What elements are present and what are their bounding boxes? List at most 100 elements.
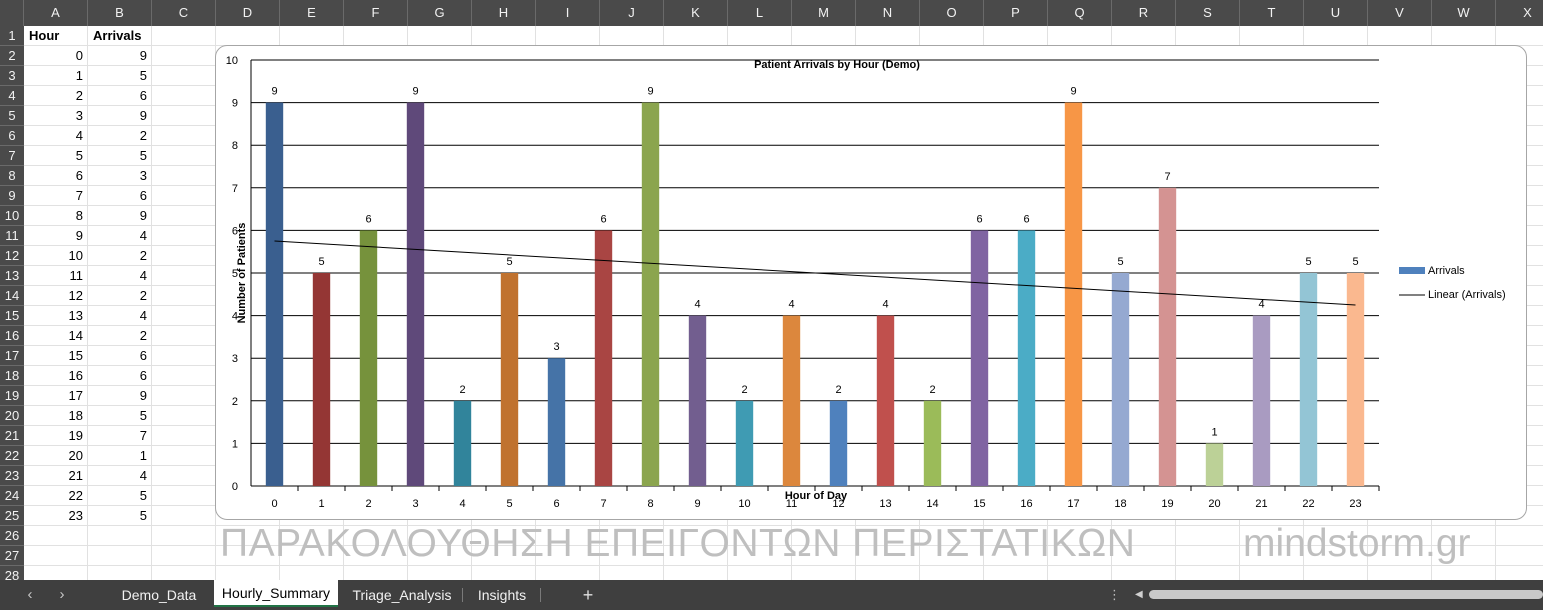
cell-arrivals[interactable]: 5 bbox=[139, 408, 147, 423]
scroll-thumb[interactable] bbox=[1149, 590, 1543, 599]
column-header-w[interactable]: W bbox=[1432, 0, 1496, 26]
cell-arrivals[interactable]: 9 bbox=[139, 48, 147, 63]
cell-arrivals[interactable]: 4 bbox=[139, 268, 147, 283]
row-header-20[interactable]: 20 bbox=[0, 406, 24, 426]
column-header-n[interactable]: N bbox=[856, 0, 920, 26]
row-header-1[interactable]: 1 bbox=[0, 26, 24, 46]
cell-arrivals[interactable]: 9 bbox=[139, 108, 147, 123]
row-header-22[interactable]: 22 bbox=[0, 446, 24, 466]
cell-arrivals[interactable]: 9 bbox=[139, 388, 147, 403]
column-header-i[interactable]: I bbox=[536, 0, 600, 26]
cell-hour[interactable]: 15 bbox=[68, 348, 83, 363]
cell-arrivals[interactable]: 6 bbox=[139, 188, 147, 203]
column-header-h[interactable]: H bbox=[472, 0, 536, 26]
cell-hour[interactable]: 8 bbox=[75, 208, 83, 223]
cell-arrivals[interactable]: 6 bbox=[139, 348, 147, 363]
scroll-left-arrow-icon[interactable]: ◀ bbox=[1135, 589, 1143, 600]
cell-hour[interactable]: 9 bbox=[75, 228, 83, 243]
column-header-x[interactable]: X bbox=[1496, 0, 1543, 26]
column-header-k[interactable]: K bbox=[664, 0, 728, 26]
cell-hour[interactable]: 19 bbox=[68, 428, 83, 443]
cell-arrivals[interactable]: 7 bbox=[139, 428, 147, 443]
cell-hour[interactable]: 17 bbox=[68, 388, 83, 403]
row-header-3[interactable]: 3 bbox=[0, 66, 24, 86]
cell-hour[interactable]: 6 bbox=[75, 168, 83, 183]
row-header-11[interactable]: 11 bbox=[0, 226, 24, 246]
bar-chart[interactable]: 0 1 2 3 4 5 6 7 8 9 10 9 0 5 1 6 2 9 3 2 4 5 5 3 6 6 7 9 8 4 9 2 10 4 11 2 1… bbox=[215, 45, 1527, 520]
row-header-13[interactable]: 13 bbox=[0, 266, 24, 286]
column-header-b[interactable]: B bbox=[88, 0, 152, 26]
cell-hour[interactable]: 21 bbox=[68, 468, 83, 483]
select-all-corner[interactable] bbox=[0, 0, 24, 26]
more-options-icon[interactable]: ⋮ bbox=[1108, 587, 1121, 602]
column-header-g[interactable]: G bbox=[408, 0, 472, 26]
row-header-24[interactable]: 24 bbox=[0, 486, 24, 506]
cell-b1-arrivals-header[interactable]: Arrivals bbox=[93, 28, 142, 43]
cell-hour[interactable]: 20 bbox=[68, 448, 83, 463]
row-header-17[interactable]: 17 bbox=[0, 346, 24, 366]
cell-hour[interactable]: 7 bbox=[75, 188, 83, 203]
cell-arrivals[interactable]: 2 bbox=[139, 328, 147, 343]
column-header-q[interactable]: Q bbox=[1048, 0, 1112, 26]
cell-hour[interactable]: 14 bbox=[68, 328, 83, 343]
row-header-14[interactable]: 14 bbox=[0, 286, 24, 306]
row-header-15[interactable]: 15 bbox=[0, 306, 24, 326]
row-header-9[interactable]: 9 bbox=[0, 186, 24, 206]
cell-arrivals[interactable]: 5 bbox=[139, 488, 147, 503]
column-header-s[interactable]: S bbox=[1176, 0, 1240, 26]
column-header-r[interactable]: R bbox=[1112, 0, 1176, 26]
column-header-d[interactable]: D bbox=[216, 0, 280, 26]
column-header-f[interactable]: F bbox=[344, 0, 408, 26]
row-header-7[interactable]: 7 bbox=[0, 146, 24, 166]
row-header-18[interactable]: 18 bbox=[0, 366, 24, 386]
row-header-27[interactable]: 27 bbox=[0, 546, 24, 566]
cell-arrivals[interactable]: 5 bbox=[139, 68, 147, 83]
row-header-26[interactable]: 26 bbox=[0, 526, 24, 546]
row-header-16[interactable]: 16 bbox=[0, 326, 24, 346]
cell-hour[interactable]: 4 bbox=[75, 128, 83, 143]
tab-demo-data[interactable]: Demo_Data bbox=[121, 587, 197, 603]
prev-sheet-arrow-icon[interactable]: ‹ bbox=[27, 586, 33, 603]
cell-arrivals[interactable]: 2 bbox=[139, 288, 147, 303]
cell-arrivals[interactable]: 4 bbox=[139, 228, 147, 243]
row-header-2[interactable]: 2 bbox=[0, 46, 24, 66]
tab-hourly-summary[interactable]: Hourly_Summary bbox=[214, 580, 338, 607]
cell-hour[interactable]: 3 bbox=[75, 108, 83, 123]
tab-triage-analysis[interactable]: Triage_Analysis bbox=[352, 587, 452, 603]
row-header-5[interactable]: 5 bbox=[0, 106, 24, 126]
cell-hour[interactable]: 23 bbox=[68, 508, 83, 523]
cell-arrivals[interactable]: 2 bbox=[139, 128, 147, 143]
column-header-c[interactable]: C bbox=[152, 0, 216, 26]
cell-hour[interactable]: 2 bbox=[75, 88, 83, 103]
column-header-p[interactable]: P bbox=[984, 0, 1048, 26]
column-header-v[interactable]: V bbox=[1368, 0, 1432, 26]
row-header-28[interactable]: 28 bbox=[0, 566, 24, 580]
next-sheet-arrow-icon[interactable]: › bbox=[59, 586, 65, 603]
column-header-t[interactable]: T bbox=[1240, 0, 1304, 26]
cell-arrivals[interactable]: 2 bbox=[139, 248, 147, 263]
cell-arrivals[interactable]: 4 bbox=[139, 308, 147, 323]
cell-hour[interactable]: 18 bbox=[68, 408, 83, 423]
row-header-23[interactable]: 23 bbox=[0, 466, 24, 486]
column-header-j[interactable]: J bbox=[600, 0, 664, 26]
column-header-e[interactable]: E bbox=[280, 0, 344, 26]
cell-hour[interactable]: 0 bbox=[75, 48, 83, 63]
cell-a1-hour-header[interactable]: Hour bbox=[29, 28, 60, 43]
cell-arrivals[interactable]: 5 bbox=[139, 148, 147, 163]
cell-arrivals[interactable]: 4 bbox=[139, 468, 147, 483]
cell-hour[interactable]: 5 bbox=[75, 148, 83, 163]
cell-arrivals[interactable]: 5 bbox=[139, 508, 147, 523]
cell-arrivals[interactable]: 3 bbox=[139, 168, 147, 183]
tab-insights[interactable]: Insights bbox=[477, 587, 527, 603]
column-header-u[interactable]: U bbox=[1304, 0, 1368, 26]
cell-arrivals[interactable]: 6 bbox=[139, 368, 147, 383]
column-header-o[interactable]: O bbox=[920, 0, 984, 26]
row-header-12[interactable]: 12 bbox=[0, 246, 24, 266]
cell-hour[interactable]: 13 bbox=[68, 308, 83, 323]
add-sheet-plus-icon[interactable]: + bbox=[582, 585, 594, 605]
cell-hour[interactable]: 11 bbox=[69, 268, 84, 283]
row-header-25[interactable]: 25 bbox=[0, 506, 24, 526]
column-header-m[interactable]: M bbox=[792, 0, 856, 26]
row-header-4[interactable]: 4 bbox=[0, 86, 24, 106]
cell-hour[interactable]: 10 bbox=[68, 248, 83, 263]
